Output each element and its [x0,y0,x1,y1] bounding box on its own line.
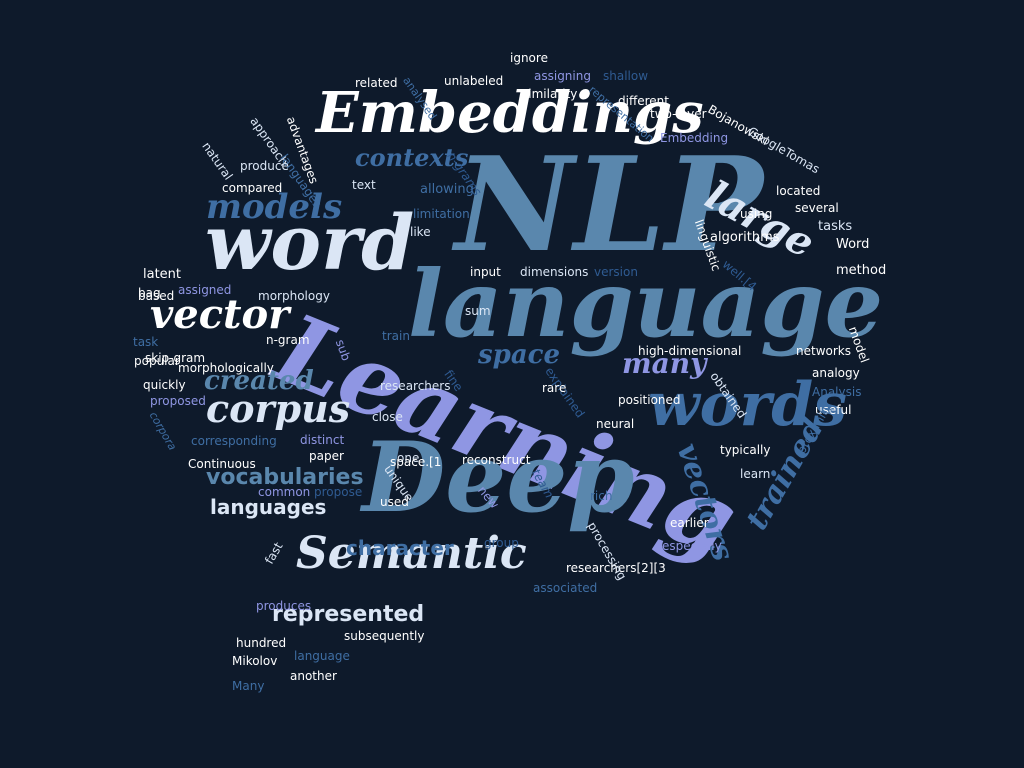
word-44: analogy [812,366,860,380]
word-95: unlabeled [444,74,504,88]
word-18: languages [210,495,327,519]
word-89: another [290,669,337,683]
word-63: paper [309,449,344,463]
word-8: corpus [206,386,351,431]
word-75: neural [596,417,635,431]
word-54: n-gram [266,333,310,347]
word-14: space [478,340,561,370]
word-74: positioned [618,393,681,407]
word-107: located [776,184,821,198]
word-55: popular [134,354,180,368]
word-13: many [622,347,707,380]
word-117: produce [240,159,289,173]
word-34: method [836,263,887,278]
word-32: tasks [818,219,853,234]
word-70: used [380,495,409,509]
word-81: researchers[2][3 [566,561,666,575]
word-24: compared [222,181,283,195]
word-29: dimensions [520,265,589,279]
word-17: vocabularies [206,465,364,490]
word-76: typically [720,443,771,457]
word-16: contexts [355,143,469,172]
word-115: natural [199,139,236,183]
word-15: created [204,366,314,396]
word-94: related [355,76,398,90]
word-71: group [484,536,519,550]
word-57: quickly [143,378,186,392]
word-118: bag [138,286,161,300]
word-25: allowing [420,182,474,197]
word-37: based [138,289,175,303]
word-85: subsequently [344,629,425,643]
word-82: associated [533,581,598,595]
word-41: researchers [380,379,451,393]
word-83: fast [262,539,286,567]
word-77: learn [740,467,771,481]
word-28: input [470,265,501,279]
word-5: words [648,370,848,440]
word-40: train [382,329,410,343]
word-73: Continuous [188,457,256,471]
word-86: hundred [236,636,287,650]
word-36: latent [143,267,182,282]
word-52: task [133,335,159,349]
word-3: Deep [362,421,635,534]
word-96: ignore [510,51,548,65]
word-27: like [410,225,431,239]
word-65: reconstruct [462,453,531,467]
word-43: networks [796,344,851,358]
word-9: vector [150,291,290,338]
word-33: Word [836,237,870,252]
word-88: Mikolov [232,654,278,668]
word-39: sum [465,304,491,318]
word-7: Semantic [296,528,527,579]
word-53: skip-gram [145,351,206,365]
word-4: word [205,198,415,287]
word-69: propose [314,485,363,499]
word-20: represented [272,602,425,627]
word-35: morphology [258,289,330,303]
word-80: especially [662,539,722,553]
word-6: Embeddings [316,80,704,146]
word-42: high-dimensional [638,344,742,358]
word-59: corpora [146,409,180,453]
word-64: one [397,451,420,465]
word-26: limitation [413,207,470,221]
word-58: proposed [150,394,206,408]
word-56: morphologically [178,361,274,375]
word-19: character [346,536,454,560]
word-61: distinct [300,433,345,447]
word-1: language [408,250,884,358]
word-109: using [740,207,773,221]
word-0: NLP [455,128,763,281]
word-62: close [372,410,403,424]
word-87: language [294,649,350,663]
word-102: different [618,94,669,108]
word-90: Many [232,679,265,693]
word-97: assigning [534,69,591,83]
word-45: Analysis [812,385,862,399]
word-79: earlier [670,516,709,530]
word-68: common [258,485,311,499]
word-67: space.[1 [390,455,442,469]
word-23: text [352,178,376,192]
word-31: algorithms [710,230,780,245]
word-98: shallow [603,69,649,83]
word-30: version [594,265,638,279]
word-91: rich [590,489,613,503]
word-100: similarity [522,87,578,101]
word-84: produces [256,599,312,613]
word-10: models [206,187,343,227]
word-60: corresponding [191,434,277,448]
word-108: several [795,201,839,215]
word-38: assigned [178,283,232,297]
word-49: rare [542,381,567,395]
word-46: useful [815,403,852,417]
word-103: two-layer [650,107,707,121]
word-104: Embedding [660,131,729,145]
